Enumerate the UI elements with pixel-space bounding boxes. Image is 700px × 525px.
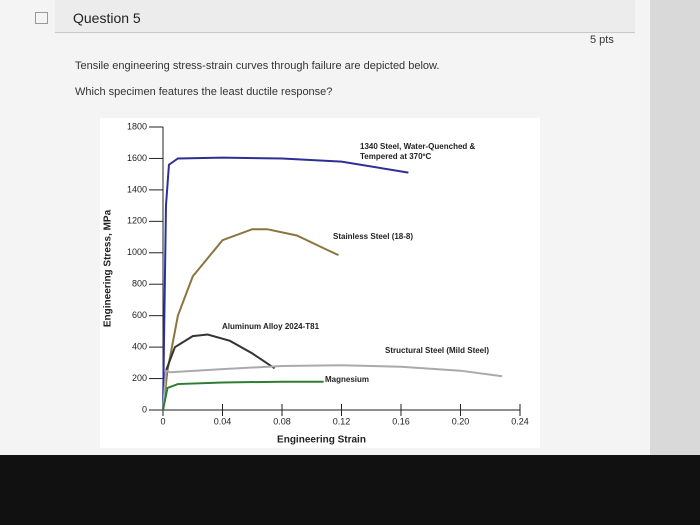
x-tick-label: 0.24 [511,416,529,426]
series-line [162,156,409,411]
x-axis-label: Engineering Strain [277,435,366,446]
x-tick-label: 0 [160,416,165,426]
chart-background [100,118,540,448]
series-line [162,228,339,411]
question-text: Which specimen features the least ductil… [75,86,333,98]
series-line [162,333,276,411]
series-label: 1340 Steel, Water-Quenched & Tempered at… [360,142,476,161]
x-tick-label: 0.04 [214,416,232,426]
side-panel [650,0,700,455]
series-label: Structural Steel (Mild Steel) [385,346,490,355]
series-line [162,364,503,411]
y-tick-label: 1600 [127,153,147,163]
series-label-box: Stainless Steel (18-8) [333,232,414,241]
question-text: Tensile engineering stress-strain curves… [75,60,440,72]
x-tick-label: 0.20 [452,416,470,426]
series-line [162,380,324,411]
y-tick-label: 1200 [127,216,147,226]
x-tick-label: 0.12 [333,416,351,426]
y-tick-label: 400 [132,341,147,351]
series-label-box: 1340 Steel, Water-Quenched & Tempered at… [360,142,476,161]
question-header: Question 5 [55,0,635,33]
series-label-box: Magnesium [325,375,370,384]
series-label-box: Structural Steel (Mild Steel) [385,346,490,355]
series-label-box: Aluminum Alloy 2024-T81 [222,322,320,331]
y-tick-label: 600 [132,310,147,320]
y-tick-label: 1800 [127,121,147,131]
y-tick-label: 800 [132,279,147,289]
y-axis-label: Engineering Stress, MPa [103,209,114,327]
y-tick-label: 0 [142,404,147,414]
y-tick-label: 200 [132,373,147,383]
y-tick-label: 1000 [127,247,147,257]
series-label: Aluminum Alloy 2024-T81 [222,322,320,331]
bookmark-icon[interactable] [35,12,48,24]
question-title: Question 5 [73,10,141,26]
x-tick-label: 0.08 [273,416,291,426]
series-label: Magnesium [325,375,370,384]
x-tick-label: 0.16 [392,416,410,426]
y-tick-label: 1400 [127,184,147,194]
points: 5 pts [590,34,614,46]
series-label: Stainless Steel (18-8) [333,232,414,241]
